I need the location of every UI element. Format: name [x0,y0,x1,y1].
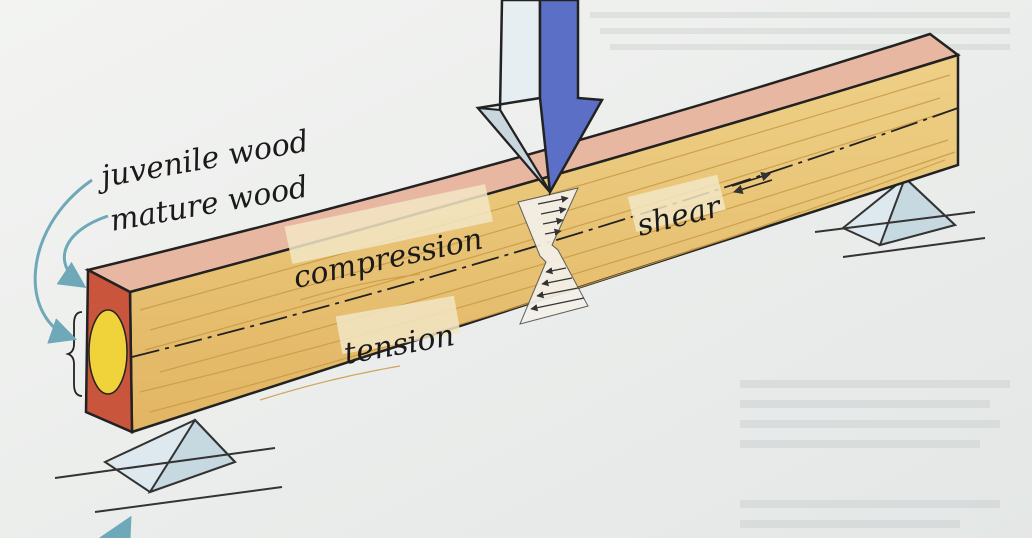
right-support [814,176,986,258]
compression-label-bg [284,184,493,264]
faded-page-text [590,12,1010,528]
left-support [54,418,283,513]
stress-zone [517,187,589,325]
tension-label-bg [335,295,461,354]
juvenile-wood-core [88,309,128,395]
lower-pointer-arrow [98,515,132,538]
load-arrow [475,0,605,197]
mature-wood-pointer [56,214,109,288]
shear-label-bg [627,174,726,232]
neutral-axis [131,107,959,358]
beam-end-cross-section [84,267,134,434]
shear-arrows [731,172,773,194]
juvenile-wood-pointer [33,178,93,344]
